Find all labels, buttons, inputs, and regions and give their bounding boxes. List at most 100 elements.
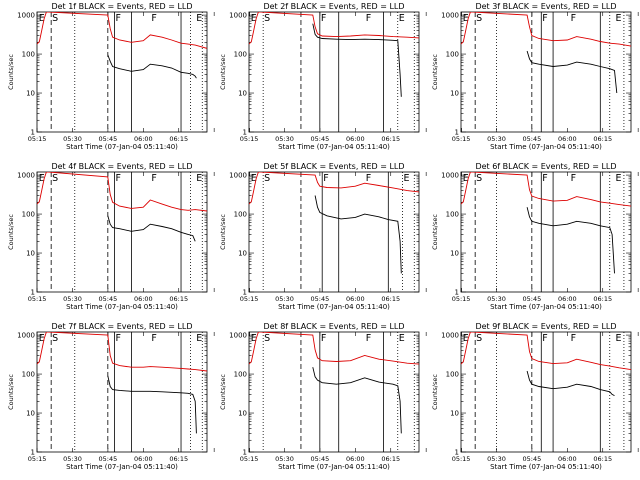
panel-title: Det 2f BLACK = Events, RED = LLD — [263, 2, 404, 11]
segment-label: E — [39, 333, 45, 344]
x-axis-label: Start Time (07-Jan-04 05:11:40) — [278, 303, 390, 311]
y-tick-label: 100 — [22, 51, 35, 59]
x-tick-label: 05:45 — [99, 135, 118, 143]
segment-label: E — [463, 333, 469, 344]
x-tick-label: 05:15 — [28, 455, 47, 463]
series-lld-line — [37, 12, 207, 49]
plot-area — [37, 12, 207, 79]
y-axis-label: Counts/sec — [7, 214, 15, 250]
x-tick-label: 06:00 — [558, 295, 577, 303]
x-tick-label: 05:30 — [275, 455, 294, 463]
panel-title: Det 4f BLACK = Events, RED = LLD — [51, 162, 192, 171]
segment-label: S — [476, 173, 482, 184]
plot-frame — [36, 331, 208, 453]
panel-3: Det 3f BLACK = Events, RED = LLD 1 10 100 10… — [431, 2, 639, 151]
x-tick-label: 05:15 — [240, 295, 259, 303]
segment-label: F — [366, 173, 371, 184]
panel-8: Det 8f BLACK = Events, RED = LLD11010010… — [219, 322, 462, 471]
panel-4: Det 4f BLACK = Events, RED = LLD11010010… — [7, 162, 250, 311]
y-tick-label: 1 — [31, 449, 35, 457]
series-events-line — [526, 50, 618, 94]
x-tick-label: 05:30 — [275, 135, 294, 143]
plot-frame — [248, 331, 420, 453]
x-tick-label: 06:00 — [346, 455, 365, 463]
segment-label: E — [615, 173, 621, 184]
x-tick-label: 06:15 — [169, 135, 188, 143]
x-tick-label: 06:15 — [381, 455, 400, 463]
y-tick-label: 1000 — [229, 332, 247, 340]
x-tick-label: 05:15 — [240, 455, 259, 463]
x-tick-label: 06:00 — [134, 295, 153, 303]
panel-1: Det 1f BLACK = Events, RED = LLD11010010… — [7, 2, 250, 151]
plot-area — [461, 12, 631, 94]
series-events-line — [107, 54, 197, 79]
segment-label: S — [476, 333, 482, 344]
x-tick-label: 05:30 — [275, 295, 294, 303]
segment-label: E — [399, 13, 405, 24]
segment-label: S — [264, 13, 270, 24]
x-axis-label: Start Time (07-Jan-04 05:11:40) — [490, 303, 602, 311]
segment-label: E — [463, 173, 469, 184]
x-tick-label: 05:45 — [523, 455, 542, 463]
x-tick-label: 05:30 — [63, 455, 82, 463]
y-tick-label: 1 — [243, 449, 247, 457]
plot-frame — [248, 11, 420, 133]
segment-label: F — [115, 333, 120, 344]
series-events-line — [526, 370, 615, 397]
segment-label: S — [52, 173, 58, 184]
y-axis-label: Counts/sec — [219, 374, 227, 410]
segment-label: F — [542, 173, 547, 184]
x-axis-label: Start Time (07-Jan-04 05:11:40) — [278, 143, 390, 151]
y-tick-label: 10 — [238, 90, 247, 98]
panel-2: Det 2f BLACK = Events, RED = LLD11010010… — [219, 2, 462, 151]
segment-label: F — [542, 13, 547, 24]
y-tick-label: 1000 — [441, 12, 459, 20]
plot-area — [37, 332, 207, 434]
plot-area — [461, 332, 631, 397]
y-tick-label: 1000 — [17, 12, 35, 20]
y-axis-label: Counts/sec — [219, 214, 227, 250]
panel-title: Det 5f BLACK = Events, RED = LLD — [263, 162, 404, 171]
y-tick-label: 100 — [234, 211, 247, 219]
segment-label: E — [196, 13, 202, 24]
x-tick-label: 05:45 — [523, 295, 542, 303]
panel-6: Det 6f BLACK = Events, RED = LLD 1 10 100 10… — [431, 162, 639, 311]
y-tick-label: 1 — [31, 289, 35, 297]
x-tick-label: 05:30 — [487, 135, 506, 143]
x-tick-label: 06:00 — [558, 455, 577, 463]
y-axis-label: Counts/sec — [7, 54, 15, 90]
x-tick-label: 05:15 — [240, 135, 259, 143]
x-axis-label: Start Time (07-Jan-04 05:11:40) — [66, 463, 178, 471]
series-lld-line — [37, 172, 207, 212]
x-tick-label: 06:00 — [558, 135, 577, 143]
x-tick-label: 05:15 — [452, 455, 471, 463]
segment-label: S — [476, 13, 482, 24]
x-tick-label: 05:45 — [311, 135, 330, 143]
x-tick-label: 05:30 — [487, 455, 506, 463]
segment-label: E — [399, 333, 405, 344]
x-tick-label: 06:15 — [593, 135, 612, 143]
y-tick-label: 1000 — [17, 332, 35, 340]
segment-label: E — [196, 333, 202, 344]
y-tick-label: 100 — [22, 371, 35, 379]
y-tick-label: 10 — [26, 250, 35, 258]
y-axis-label: Counts/sec — [7, 374, 15, 410]
segment-label: F — [542, 333, 547, 344]
segment-label: F — [151, 333, 156, 344]
segment-label: F — [571, 333, 576, 344]
segment-label: S — [264, 173, 270, 184]
y-tick-label: 1 — [243, 129, 247, 137]
x-tick-label: 06:00 — [346, 295, 365, 303]
series-lld-line — [461, 172, 631, 207]
plot-frame — [460, 331, 632, 453]
panel-title: Det 8f BLACK = Events, RED = LLD — [263, 322, 404, 331]
x-tick-label: 06:15 — [381, 135, 400, 143]
x-tick-label: 05:45 — [99, 295, 118, 303]
y-tick-label: 1 — [31, 129, 35, 137]
segment-label: S — [264, 333, 270, 344]
series-events-line — [312, 23, 402, 97]
y-tick-label: 100 — [234, 371, 247, 379]
segment-label: F — [366, 13, 371, 24]
segment-label: F — [115, 13, 120, 24]
